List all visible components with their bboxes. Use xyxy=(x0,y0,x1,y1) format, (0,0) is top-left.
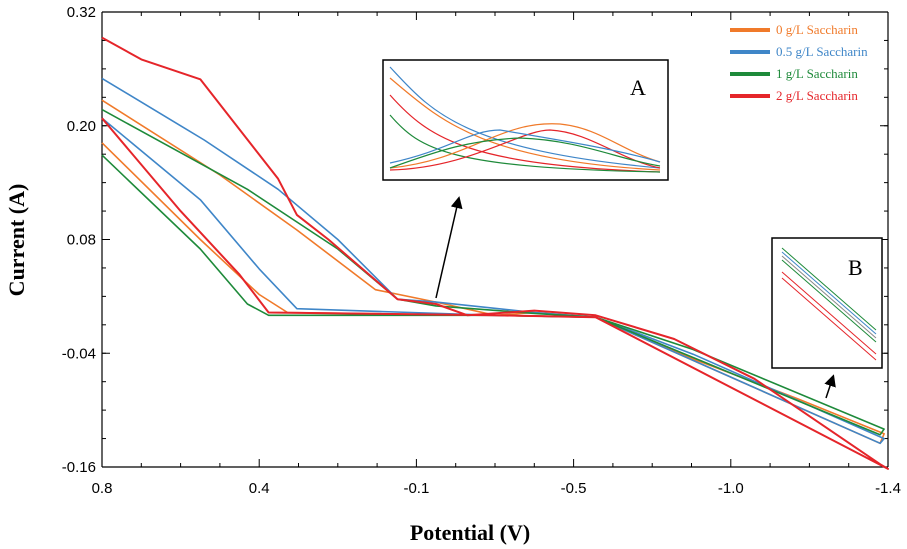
legend-label: 0 g/L Saccharin xyxy=(776,22,858,37)
inset-a-curve xyxy=(389,129,661,164)
series-line-3 xyxy=(101,36,889,470)
inset-b-label: B xyxy=(848,255,863,280)
inset-a-curve xyxy=(389,137,661,169)
arrow-to-inset-a xyxy=(435,196,463,299)
y-tick-label: 0.20 xyxy=(67,118,96,135)
legend-label: 0.5 g/L Saccharin xyxy=(776,44,868,59)
y-tick-label: 0.08 xyxy=(67,232,96,249)
inset-a-curve xyxy=(389,114,661,173)
legend: 0 g/L Saccharin 0.5 g/L Saccharin 1 g/L Sa… xyxy=(730,22,868,103)
y-tick-label: 0.32 xyxy=(67,4,96,21)
legend-label: 2 g/L Saccharin xyxy=(776,88,858,103)
inset-a-curve xyxy=(389,129,661,171)
arrow-to-inset-b xyxy=(824,374,836,399)
x-tick-label: -1.0 xyxy=(718,480,744,497)
inset-b-curve xyxy=(781,277,877,361)
inset-b-curve xyxy=(781,251,877,335)
inset-a-curve xyxy=(389,77,661,171)
inset-b-curve xyxy=(781,247,877,331)
x-tick-label: -1.4 xyxy=(875,480,901,497)
inset-b-curve xyxy=(781,255,877,339)
axes: 0.8 0.4 -0.1 -0.5 -1.0 -1.4 0.32 0.20 0.08 -0.04 -… xyxy=(62,4,901,497)
inset-a-label: A xyxy=(630,75,646,100)
inset-b-curve xyxy=(781,271,877,355)
inset-a-curve xyxy=(389,123,661,169)
series-line-1 xyxy=(101,77,885,445)
inset-a-curve xyxy=(389,66,661,169)
x-tick-label: 0.8 xyxy=(92,480,113,497)
y-tick-label: -0.04 xyxy=(62,345,96,362)
inset-b-curve xyxy=(781,259,877,343)
legend-label: 1 g/L Saccharin xyxy=(776,66,858,81)
curves xyxy=(101,36,889,470)
y-axis-label: Current (A) xyxy=(4,184,29,297)
x-tick-label: -0.5 xyxy=(561,480,587,497)
x-tick-label: 0.4 xyxy=(249,480,270,497)
y-tick-label: -0.16 xyxy=(62,459,96,476)
x-tick-label: -0.1 xyxy=(403,480,429,497)
insets: AB xyxy=(382,59,883,399)
x-axis-label: Potential (V) xyxy=(410,520,530,545)
